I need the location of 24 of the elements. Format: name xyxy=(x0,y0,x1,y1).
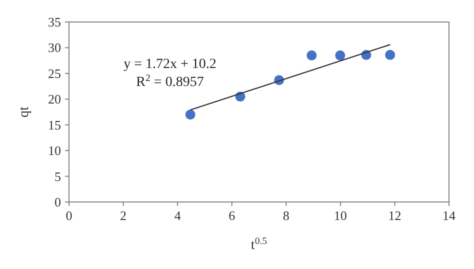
annotation: y = 1.72x + 10.2 xyxy=(124,57,216,72)
y-tick-label: 15 xyxy=(48,117,61,132)
y-axis-title: qt xyxy=(17,106,32,118)
y-tick-label: 5 xyxy=(54,168,61,184)
x-tick-label: 4 xyxy=(174,208,182,223)
x-tick-label: 0 xyxy=(66,208,72,223)
y-tick-label: 0 xyxy=(54,194,61,210)
annotation: R$^{2}$ = 0.8957 xyxy=(136,72,204,90)
point xyxy=(306,50,317,60)
point xyxy=(335,50,346,60)
y-tick-label: 20 xyxy=(48,92,61,107)
x-tick-label: 6 xyxy=(228,208,236,223)
x-tick-label: 10 xyxy=(334,208,347,223)
x-tick-label: 12 xyxy=(388,208,402,223)
point xyxy=(385,50,396,60)
x-axis-title: t$^{0.5}$ xyxy=(250,236,268,253)
x-tick-label: 14 xyxy=(442,208,456,223)
point xyxy=(185,110,196,120)
y-tick-label: 35 xyxy=(48,14,61,30)
x-tick-label: 8 xyxy=(282,208,290,223)
y-tick-label: 10 xyxy=(48,143,61,158)
y-tick-label: 30 xyxy=(48,40,61,56)
y-tick-label: 25 xyxy=(48,66,61,81)
x-tick-label: 2 xyxy=(120,208,127,223)
